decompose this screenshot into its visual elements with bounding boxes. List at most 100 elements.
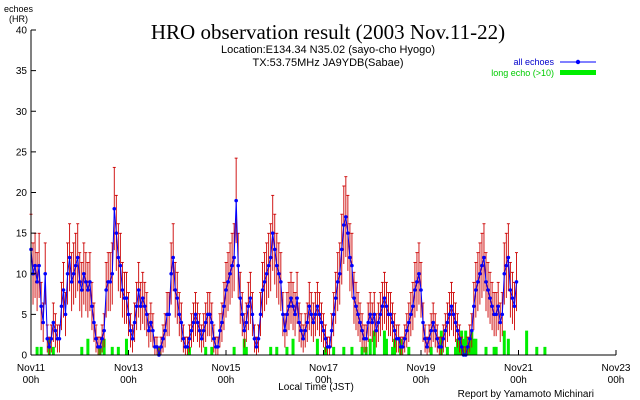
data-point-all-echoes [421, 320, 425, 325]
long-echo-bar [464, 330, 468, 355]
data-point-all-echoes [384, 304, 389, 309]
data-point-all-echoes [236, 263, 240, 268]
long-echo-bar [110, 346, 114, 355]
data-point-all-echoes [226, 280, 230, 284]
x-tick-label: Nov23 [602, 363, 631, 374]
data-point-all-echoes [279, 280, 283, 284]
long-echo-bar [291, 338, 295, 355]
data-point-all-echoes [356, 312, 360, 317]
data-point-all-echoes [465, 345, 470, 349]
long-echo-bar [384, 338, 388, 355]
data-point-all-echoes [53, 328, 58, 333]
data-point-all-echoes [514, 280, 519, 284]
data-point-all-echoes [510, 296, 515, 300]
data-point-all-echoes [86, 288, 90, 292]
data-point-all-echoes [439, 345, 444, 349]
data-point-all-echoes [218, 328, 222, 333]
long-echo-bar [472, 338, 476, 355]
data-point-all-echoes [319, 320, 324, 325]
data-point-all-echoes [69, 280, 74, 284]
data-point-all-echoes [77, 280, 82, 284]
data-point-all-echoes [248, 296, 253, 300]
data-point-all-echoes [419, 288, 423, 292]
long-echo-bar [506, 338, 510, 355]
data-point-all-echoes [512, 304, 517, 309]
data-point-all-echoes [411, 304, 415, 309]
legend-marker-all-echoes [575, 59, 581, 65]
data-point-all-echoes [264, 271, 269, 276]
data-point-all-echoes [193, 312, 198, 317]
data-point-all-echoes [155, 345, 159, 349]
data-point-all-echoes [313, 312, 318, 317]
x-tick-sublabel: 00h [23, 375, 40, 386]
x-tick-sublabel: 00h [120, 375, 137, 386]
long-echo-bar [368, 338, 372, 355]
long-echo-bar [116, 346, 120, 355]
x-tick-sublabel: 00h [608, 375, 625, 386]
long-echo-bar [429, 346, 433, 355]
long-echo-bar [244, 346, 248, 355]
long-echo-bar [382, 330, 386, 355]
legend: all echoes long echo (>10) [491, 57, 596, 78]
data-point-all-echoes [342, 223, 346, 227]
data-point-all-echoes [478, 271, 482, 276]
data-point-all-echoes [79, 288, 84, 292]
data-point-all-echoes [167, 312, 171, 317]
data-point-all-echoes [486, 288, 490, 292]
data-point-all-echoes [335, 280, 340, 284]
data-point-all-echoes [169, 271, 173, 276]
data-point-all-echoes [315, 304, 320, 309]
long-echo-bar [391, 346, 395, 355]
data-point-all-echoes [195, 320, 200, 325]
data-point-all-echoes [435, 336, 440, 341]
data-point-all-echoes [506, 255, 511, 260]
data-point-all-echoes [425, 345, 429, 349]
data-point-all-echoes [171, 255, 175, 260]
legend-label-all-echoes: all echoes [513, 57, 554, 67]
long-echo-bar [543, 346, 547, 355]
data-point-all-echoes [228, 271, 232, 276]
data-point-all-echoes [185, 345, 190, 349]
data-point-all-echoes [299, 328, 303, 333]
data-point-all-echoes [339, 247, 344, 252]
data-point-all-echoes [480, 263, 484, 268]
data-point-all-echoes [307, 304, 312, 309]
data-point-all-echoes [443, 328, 448, 333]
data-point-all-echoes [222, 304, 226, 309]
data-point-all-echoes [134, 304, 139, 309]
x-axis-label: Local Time (JST) [278, 382, 354, 393]
data-point-all-echoes [187, 336, 192, 341]
data-point-all-echoes [266, 263, 271, 268]
data-point-all-echoes [268, 255, 273, 260]
data-point-all-echoes [498, 320, 503, 325]
data-point-all-echoes [120, 288, 125, 292]
data-point-all-echoes [39, 304, 43, 309]
x-tick-sublabel: 00h [413, 375, 430, 386]
data-point-all-echoes [71, 271, 76, 276]
data-point-all-echoes [333, 296, 338, 300]
data-point-all-echoes [344, 215, 348, 219]
data-point-all-echoes [283, 328, 287, 333]
y-tick-label: 15 [16, 229, 28, 240]
data-point-all-echoes [151, 328, 155, 333]
data-point-all-echoes [173, 288, 178, 292]
data-point-all-echoes [189, 328, 194, 333]
data-point-all-echoes [348, 255, 352, 260]
data-point-all-echoes [337, 271, 342, 276]
data-point-all-echoes [396, 336, 401, 341]
long-echo-bar [124, 338, 128, 355]
data-point-all-echoes [494, 312, 498, 317]
data-point-all-echoes [59, 304, 64, 309]
data-point-all-echoes [98, 345, 102, 349]
y-tick-label: 20 [16, 188, 28, 199]
data-point-all-echoes [179, 320, 184, 325]
data-point-all-echoes [451, 312, 456, 317]
long-echo-bar [502, 330, 506, 355]
data-point-all-echoes [352, 296, 356, 300]
data-point-all-echoes [502, 271, 507, 276]
data-point-all-echoes [380, 304, 385, 309]
data-point-all-echoes [453, 320, 458, 325]
data-point-all-echoes [252, 336, 257, 341]
data-point-all-echoes [366, 320, 370, 325]
